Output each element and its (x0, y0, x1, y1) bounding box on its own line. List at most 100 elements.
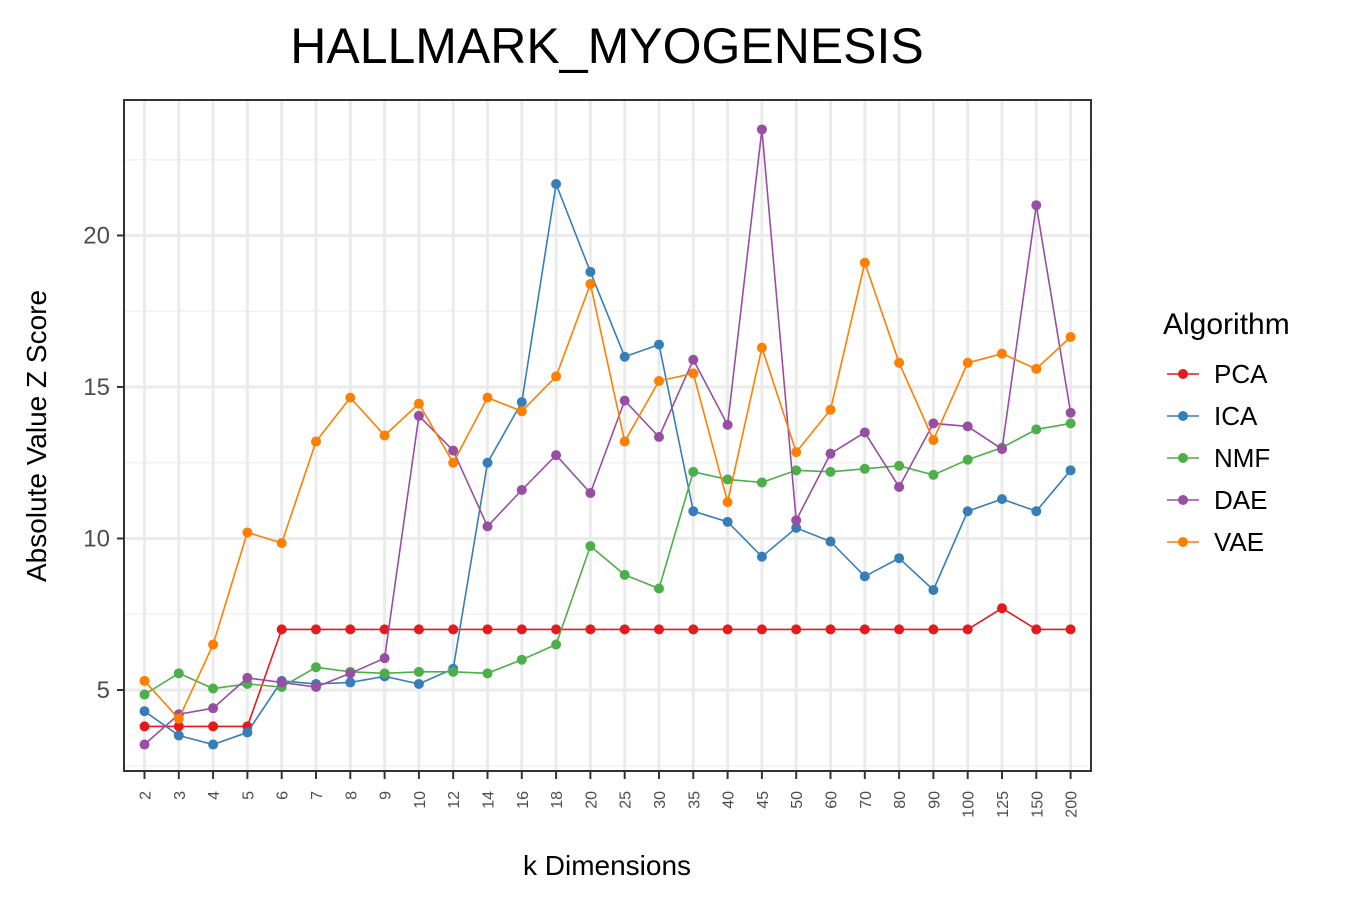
data-point-pca (688, 624, 699, 635)
x-tick-label: 50 (789, 791, 806, 809)
series-pca (139, 603, 1076, 732)
data-point-dae (859, 427, 870, 438)
data-point-nmf (413, 666, 424, 677)
data-point-ica (1065, 465, 1076, 476)
y-tick-label: 20 (83, 223, 110, 250)
data-point-pca (276, 624, 287, 635)
data-point-pca (585, 624, 596, 635)
data-point-ica (482, 457, 493, 468)
data-point-nmf (585, 541, 596, 552)
data-point-nmf (791, 465, 802, 476)
data-point-nmf (551, 639, 562, 650)
x-tick-label: 100 (961, 791, 978, 818)
x-tick-label: 20 (583, 791, 600, 809)
x-tick-label: 70 (858, 791, 875, 809)
data-point-nmf (516, 654, 527, 665)
series-line-nmf (144, 422, 1071, 696)
data-point-pca (311, 624, 321, 635)
data-point-vae (962, 357, 973, 368)
data-point-nmf (722, 474, 733, 485)
data-point-vae (482, 392, 493, 403)
data-point-vae (242, 527, 253, 538)
data-point-dae (482, 521, 493, 532)
data-point-nmf (448, 666, 459, 677)
series-line-ica (144, 180, 1072, 746)
x-axis-title: k Dimensions (523, 850, 691, 881)
legend-label-vae: VAE (1214, 527, 1264, 557)
data-point-dae (551, 450, 562, 461)
x-tick-label: 30 (652, 791, 669, 809)
x-tick-label: 40 (721, 791, 738, 809)
data-point-nmf (1031, 424, 1042, 435)
data-point-pca (859, 624, 870, 635)
data-point-ica (139, 706, 150, 717)
legend-key-point-dae (1178, 495, 1188, 505)
data-point-dae (962, 421, 973, 432)
data-point-dae (756, 124, 767, 135)
data-point-dae (894, 481, 905, 492)
data-point-vae (551, 371, 562, 382)
data-point-nmf (688, 466, 699, 477)
data-point-ica (962, 506, 973, 517)
data-point-pca (139, 721, 150, 732)
data-point-ica (516, 397, 527, 408)
data-point-vae (139, 675, 150, 686)
data-point-ica (791, 522, 802, 533)
y-axis-title: Absolute Value Z Score (21, 290, 52, 582)
data-point-vae (791, 447, 802, 458)
series-group (139, 124, 1076, 750)
data-point-nmf (894, 460, 905, 471)
data-point-pca (894, 624, 905, 635)
data-point-nmf (859, 463, 870, 474)
data-point-vae (516, 406, 527, 417)
legend-title: Algorithm (1163, 308, 1290, 341)
data-point-ica (688, 506, 699, 517)
data-point-dae (516, 485, 527, 496)
x-tick-label: 6 (275, 791, 292, 800)
data-point-pca (791, 624, 802, 635)
data-point-dae (448, 445, 459, 456)
data-point-dae (1065, 407, 1076, 418)
x-tick-label: 150 (1029, 791, 1046, 818)
data-point-vae (825, 404, 836, 415)
data-point-ica (345, 677, 356, 688)
series-line-vae (143, 259, 1072, 721)
data-point-pca (516, 624, 527, 635)
chart-title: HALLMARK_MYOGENESIS (290, 18, 924, 74)
data-point-pca (208, 721, 219, 732)
x-tick-label: 18 (549, 791, 566, 809)
data-point-pca (345, 624, 356, 635)
data-point-ica (173, 730, 184, 741)
data-point-vae (276, 538, 287, 549)
x-tick-label: 4 (206, 791, 223, 800)
data-point-vae (859, 257, 870, 268)
x-tick-label: 25 (618, 791, 635, 809)
legend-label-pca: PCA (1214, 359, 1268, 389)
data-point-vae (1065, 332, 1076, 343)
data-point-nmf (173, 668, 184, 679)
y-tick-label: 5 (97, 677, 110, 704)
y-tick-label: 10 (83, 526, 110, 553)
data-point-pca (1065, 624, 1076, 635)
data-point-ica (722, 516, 733, 527)
data-point-vae (928, 435, 939, 446)
data-point-ica (242, 727, 253, 738)
x-tick-label: 16 (515, 791, 532, 809)
data-point-vae (894, 357, 905, 368)
data-point-vae (208, 639, 219, 650)
data-point-vae (585, 278, 596, 289)
x-tick-label: 2 (138, 791, 155, 800)
data-point-dae (413, 410, 424, 421)
legend-key-point-vae (1178, 537, 1188, 547)
data-point-pca (1031, 624, 1042, 635)
legend-key-point-ica (1178, 411, 1188, 421)
data-point-vae (722, 497, 733, 508)
data-point-nmf (654, 583, 664, 594)
x-tick-label: 9 (378, 791, 395, 800)
data-point-dae (722, 419, 733, 430)
legend-label-dae: DAE (1214, 485, 1267, 515)
data-point-pca (928, 624, 939, 635)
x-tick-label: 45 (755, 791, 772, 809)
